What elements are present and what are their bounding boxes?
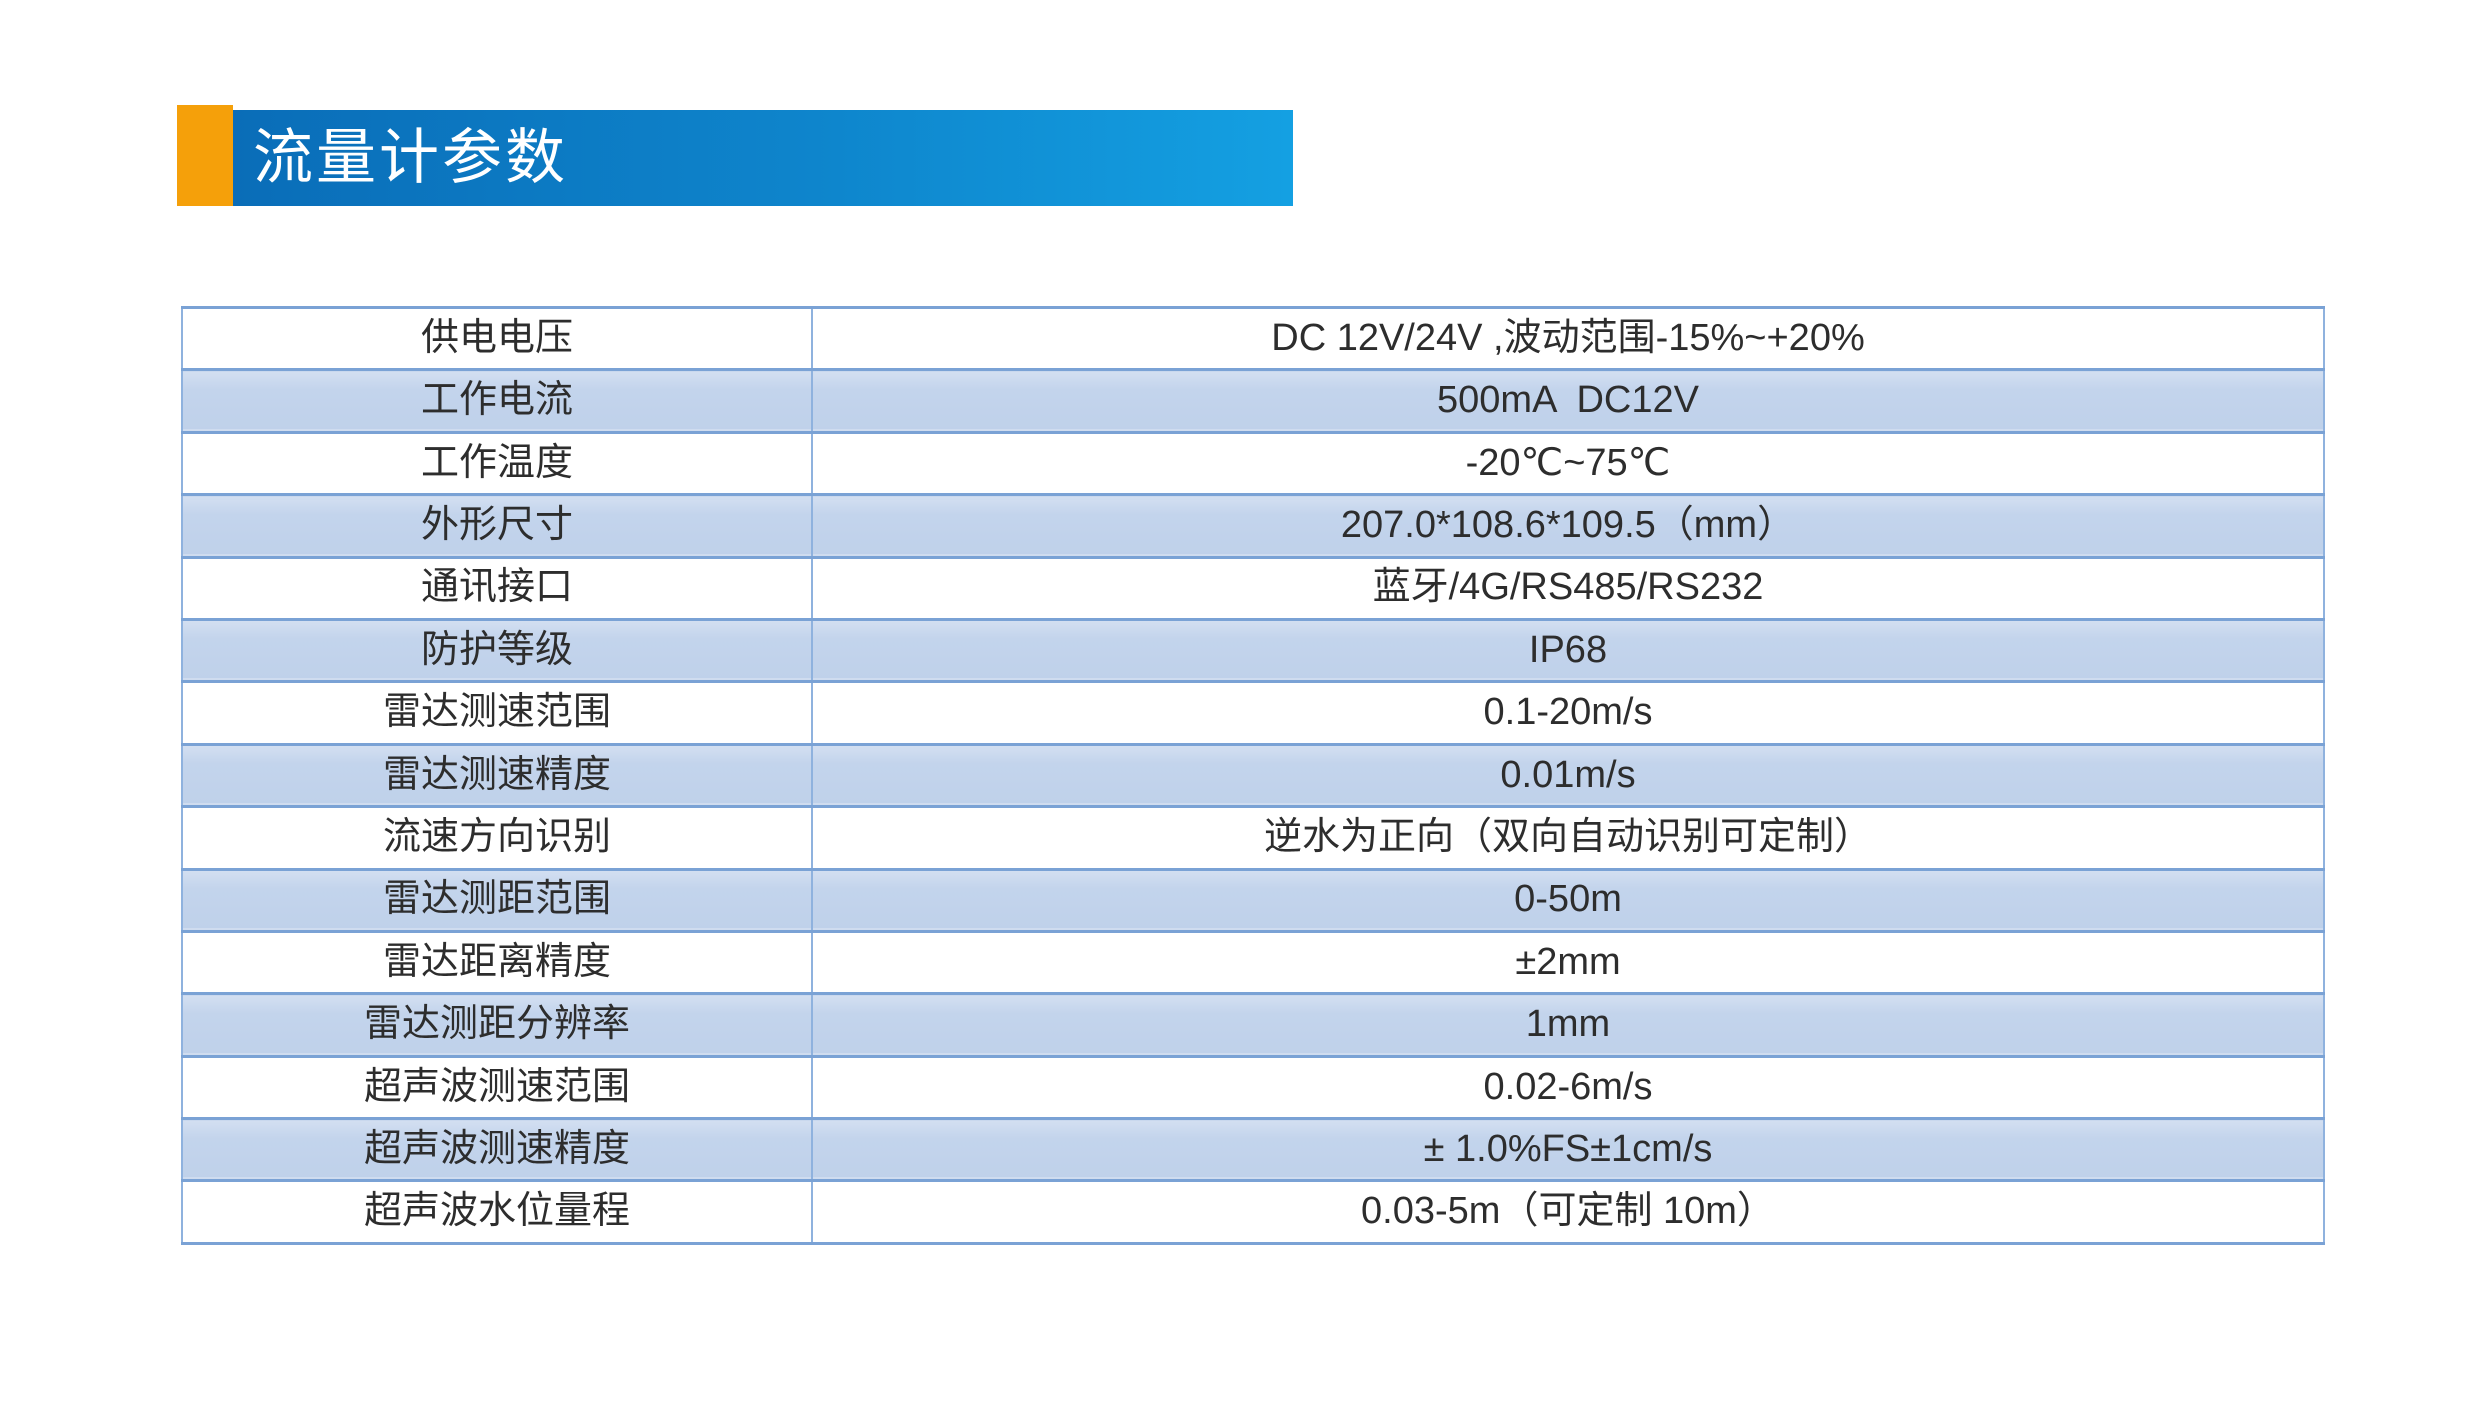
param-value-cell: 0.03-5m（可定制 10m） [811, 1179, 2325, 1245]
table-row: 雷达测速精度 0.01m/s [181, 742, 2325, 809]
param-value-cell: ±2mm [811, 929, 2325, 996]
param-label-cell: 流速方向识别 [181, 805, 813, 871]
param-label-cell: 雷达测速范围 [181, 680, 813, 746]
table-row: 超声波测速范围 0.02-6m/s [181, 1054, 2325, 1121]
table-row: 雷达测距分辨率 1mm [181, 992, 2325, 1058]
param-value-cell: 0.01m/s [811, 742, 2325, 809]
param-label-cell: 工作电流 [181, 368, 813, 434]
param-label-cell: 工作温度 [181, 430, 813, 497]
param-value-cell: 蓝牙/4G/RS485/RS232 [811, 555, 2325, 621]
param-value-cell: 0-50m [811, 867, 2325, 933]
param-value-cell: ± 1.0%FS±1cm/s [811, 1117, 2325, 1183]
param-value-cell: 207.0*108.6*109.5（mm） [811, 493, 2325, 559]
param-label-cell: 雷达测距分辨率 [181, 992, 813, 1058]
param-label-cell: 通讯接口 [181, 555, 813, 621]
param-value-cell: 1mm [811, 992, 2325, 1058]
table-row: 防护等级 IP68 [181, 617, 2325, 684]
param-value-cell: 0.02-6m/s [811, 1054, 2325, 1121]
table-row: 雷达测速范围 0.1-20m/s [181, 680, 2325, 746]
param-value-cell: 0.1-20m/s [811, 680, 2325, 746]
table-row: 供电电压 DC 12V/24V ,波动范围-15%~+20% [181, 305, 2325, 372]
table-row: 雷达距离精度 ±2mm [181, 929, 2325, 996]
param-label-cell: 雷达距离精度 [181, 929, 813, 996]
table-row: 外形尺寸 207.0*108.6*109.5（mm） [181, 493, 2325, 559]
param-label-cell: 超声波测速范围 [181, 1054, 813, 1121]
table-row: 通讯接口 蓝牙/4G/RS485/RS232 [181, 555, 2325, 621]
param-label-cell: 雷达测距范围 [181, 867, 813, 933]
table-row: 雷达测距范围 0-50m [181, 867, 2325, 933]
param-value-cell: -20℃~75℃ [811, 430, 2325, 497]
page-title: 流量计参数 [253, 124, 568, 191]
param-label-cell: 供电电压 [181, 305, 813, 372]
table-row: 工作温度 -20℃~75℃ [181, 430, 2325, 497]
param-label-cell: 雷达测速精度 [181, 742, 813, 809]
section-title-bar: 流量计参数 [233, 110, 1293, 206]
param-value-cell: 逆水为正向（双向自动识别可定制） [811, 805, 2325, 871]
param-value-cell: IP68 [811, 617, 2325, 684]
parameters-table: 供电电压 DC 12V/24V ,波动范围-15%~+20% 工作电流 500m… [181, 305, 2325, 1245]
table-row: 超声波测速精度 ± 1.0%FS±1cm/s [181, 1117, 2325, 1183]
param-value-cell: DC 12V/24V ,波动范围-15%~+20% [811, 305, 2325, 372]
param-label-cell: 超声波测速精度 [181, 1117, 813, 1183]
table-row: 超声波水位量程 0.03-5m（可定制 10m） [181, 1179, 2325, 1245]
title-accent-bar [177, 105, 233, 206]
param-value-cell: 500mA DC12V [811, 368, 2325, 434]
param-label-cell: 外形尺寸 [181, 493, 813, 559]
table-row: 流速方向识别 逆水为正向（双向自动识别可定制） [181, 805, 2325, 871]
table-row: 工作电流 500mA DC12V [181, 368, 2325, 434]
param-label-cell: 防护等级 [181, 617, 813, 684]
param-label-cell: 超声波水位量程 [181, 1179, 813, 1245]
